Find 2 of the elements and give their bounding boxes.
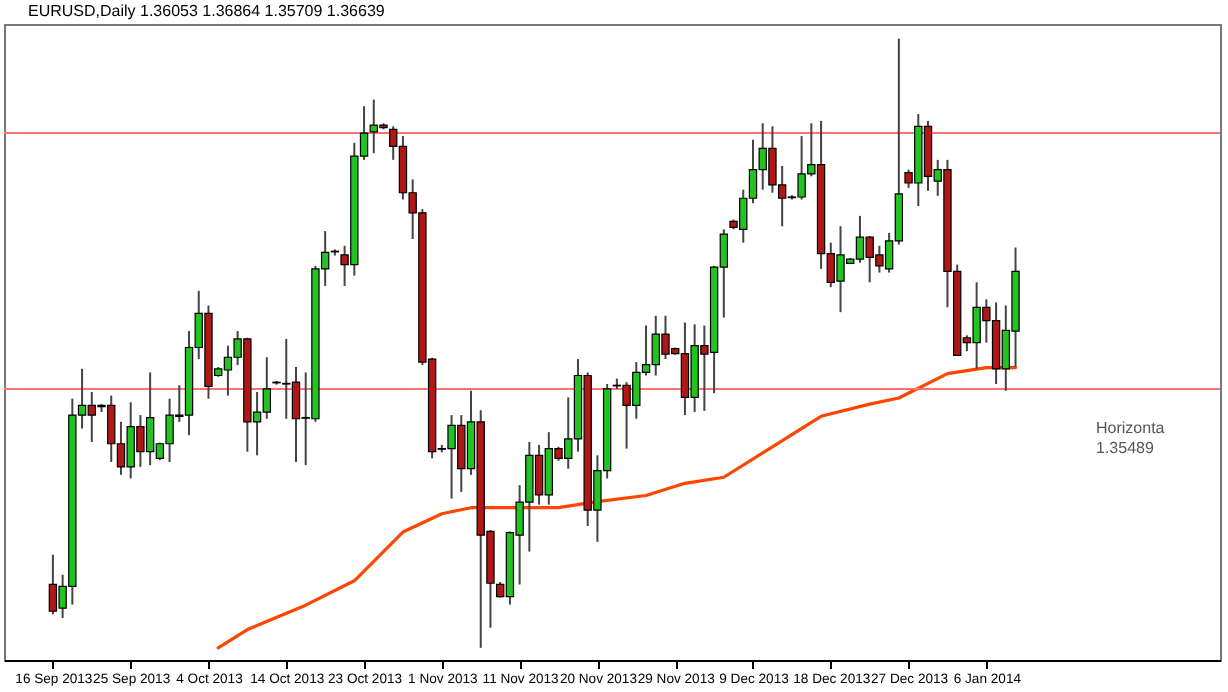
- chart-title: EURUSD,Daily 1.36053 1.36864 1.35709 1.36639: [28, 2, 386, 20]
- ref-line-label: Horizonta 1.35489: [1096, 418, 1166, 457]
